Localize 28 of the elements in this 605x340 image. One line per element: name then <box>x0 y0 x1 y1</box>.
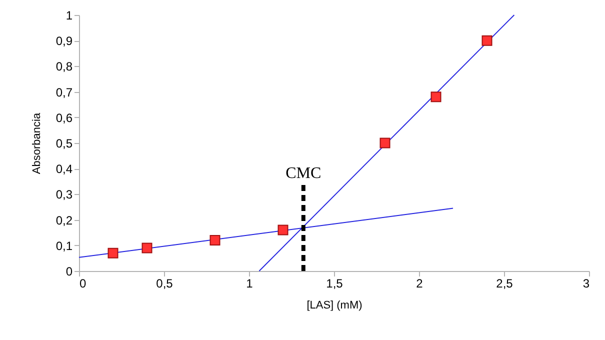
y-axis-title: Absorbancia <box>30 112 43 174</box>
x-tick-label: 3 <box>582 276 590 290</box>
x-tick-label: 1,5 <box>326 276 344 290</box>
y-tick-label: 1 <box>66 8 73 22</box>
x-tick-label: 2 <box>416 276 424 290</box>
y-tick-label: 0,8 <box>56 60 73 74</box>
annotation: CMC <box>286 164 322 182</box>
point <box>278 224 288 236</box>
y-tick-label: 0,5 <box>56 136 73 150</box>
y-tick-label: 0,3 <box>56 188 73 202</box>
point <box>108 248 118 258</box>
x-tick-label: 0,5 <box>156 276 174 290</box>
x-tick-label: 2,5 <box>496 276 514 290</box>
y-tick-label: 0,7 <box>56 85 73 100</box>
point <box>210 235 220 246</box>
y-tick-label: 0,1 <box>56 238 73 253</box>
point <box>142 242 152 254</box>
y-tick-label: 0,4 <box>56 162 73 176</box>
y-tick-label: 0,9 <box>56 34 73 48</box>
y-tick-label: 0 <box>66 264 73 278</box>
x-tick-label: 0 <box>80 276 86 290</box>
y-tick-label: 0,2 <box>56 213 73 228</box>
x-tick-label: 1 <box>246 276 254 290</box>
y-tick-label: 0,6 <box>56 110 73 125</box>
point <box>430 92 442 102</box>
point <box>482 35 492 46</box>
x-axis-title: [LAS] (mM) <box>306 300 362 312</box>
point <box>380 138 390 148</box>
